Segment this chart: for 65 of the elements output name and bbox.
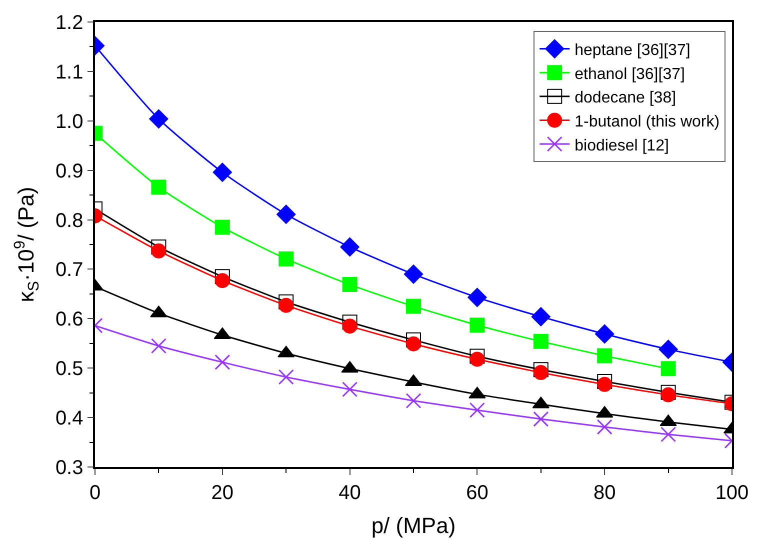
x-axis-title: p/ (MPa) bbox=[371, 513, 456, 538]
point bbox=[342, 318, 358, 334]
point bbox=[342, 277, 358, 292]
y-tick-label: 0.3 bbox=[55, 457, 84, 479]
x-tick-label: 60 bbox=[466, 482, 488, 504]
y-tick-label: 0.7 bbox=[55, 259, 84, 282]
x-tick-label: 80 bbox=[593, 482, 616, 504]
y-tick-label: 1.2 bbox=[55, 12, 84, 34]
point bbox=[214, 273, 230, 288]
point bbox=[533, 334, 548, 349]
point bbox=[597, 376, 612, 392]
point bbox=[597, 348, 612, 364]
point bbox=[150, 338, 166, 354]
point bbox=[278, 369, 294, 385]
point bbox=[597, 374, 612, 389]
point bbox=[212, 162, 232, 182]
point bbox=[149, 109, 168, 129]
y-tick-label: 0.5 bbox=[55, 358, 84, 380]
point bbox=[151, 243, 166, 258]
point bbox=[533, 365, 548, 380]
point bbox=[214, 354, 230, 370]
point bbox=[533, 411, 549, 427]
point bbox=[406, 336, 421, 352]
point bbox=[278, 294, 294, 310]
point bbox=[660, 361, 676, 376]
point bbox=[342, 314, 358, 330]
point bbox=[151, 239, 166, 254]
point bbox=[595, 324, 614, 344]
point bbox=[278, 298, 294, 313]
legend-label: 1-butanol (this work) bbox=[574, 113, 720, 130]
point bbox=[596, 419, 612, 435]
point bbox=[470, 348, 485, 364]
point bbox=[276, 204, 296, 224]
point bbox=[470, 352, 485, 367]
point bbox=[278, 251, 294, 266]
point bbox=[470, 318, 485, 333]
legend-label: dodecane [38] bbox=[574, 90, 676, 107]
point bbox=[533, 362, 548, 378]
x-tick-label: 40 bbox=[338, 482, 361, 504]
point bbox=[340, 237, 360, 257]
y-tick-label: 1.1 bbox=[55, 61, 84, 84]
legend-label: biodiesel [12] bbox=[574, 137, 669, 154]
legend-label: heptane [36][37] bbox=[574, 42, 690, 60]
y-tick-label: 1.0 bbox=[55, 110, 84, 133]
point bbox=[406, 332, 421, 348]
point bbox=[660, 426, 676, 442]
y-tick-label: 0.9 bbox=[55, 160, 84, 182]
point bbox=[406, 298, 421, 314]
point bbox=[404, 264, 424, 284]
point bbox=[468, 288, 487, 308]
y-tick-label: 0.8 bbox=[55, 210, 84, 232]
point bbox=[531, 307, 550, 326]
point bbox=[658, 340, 678, 359]
legend-label: ethanol [36][37] bbox=[574, 66, 685, 83]
point bbox=[214, 269, 230, 284]
point bbox=[151, 180, 166, 195]
x-tick-label: 0 bbox=[89, 482, 101, 504]
point bbox=[469, 402, 485, 418]
y-tick-label: 0.6 bbox=[55, 308, 84, 331]
x-tick-label: 20 bbox=[211, 482, 234, 504]
x-tick-label: 100 bbox=[715, 482, 749, 504]
point bbox=[214, 220, 230, 235]
point bbox=[342, 382, 358, 398]
y-tick-label: 0.4 bbox=[55, 408, 84, 430]
point bbox=[406, 392, 422, 408]
